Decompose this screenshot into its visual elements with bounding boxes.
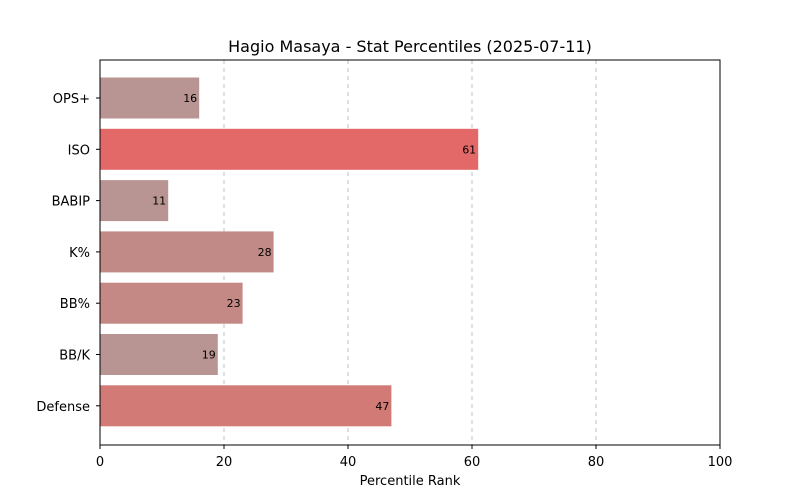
- x-axis-label: Percentile Rank: [360, 474, 461, 489]
- x-tick-label: 100: [708, 455, 733, 470]
- bar-k-: [100, 231, 274, 273]
- y-tick-label: OPS+: [53, 92, 90, 107]
- y-tick-label: BB/K: [59, 349, 90, 364]
- bars: [100, 77, 479, 427]
- data-labels: 16 61 11 28 23 19 47: [152, 92, 476, 413]
- bar-bb-: [100, 282, 243, 324]
- plot-frame: [99, 59, 721, 446]
- y-tick-label: K%: [69, 246, 90, 261]
- data-label: 61: [462, 143, 476, 156]
- bar-defense: [100, 385, 392, 427]
- data-label: 11: [152, 195, 166, 208]
- y-tick-label: BB%: [60, 297, 90, 312]
- data-label: 47: [375, 400, 389, 413]
- x-tick-label: 20: [216, 455, 233, 470]
- chart-title: Hagio Masaya - Stat Percentiles (2025-07…: [228, 37, 592, 56]
- x-tick-label: 40: [340, 455, 357, 470]
- x-axis-ticks: 0 20 40 60 80 100: [96, 445, 733, 470]
- data-label: 23: [227, 297, 241, 310]
- data-label: 16: [183, 92, 197, 105]
- bar-babip: [100, 180, 169, 222]
- bar-bb-k: [100, 334, 218, 375]
- x-tick-label: 0: [96, 455, 104, 470]
- x-tick-label: 60: [464, 455, 481, 470]
- bar-iso: [100, 128, 479, 170]
- y-tick-label: BABIP: [52, 195, 91, 210]
- x-tick-label: 80: [588, 455, 605, 470]
- data-label: 19: [202, 349, 216, 362]
- y-tick-label: Defense: [36, 400, 90, 415]
- y-tick-label: ISO: [68, 143, 90, 158]
- data-label: 28: [258, 246, 272, 259]
- bar-ops-: [100, 77, 200, 119]
- y-axis-ticks: OPS+ ISO BABIP K% BB% BB/K Defense: [36, 92, 100, 415]
